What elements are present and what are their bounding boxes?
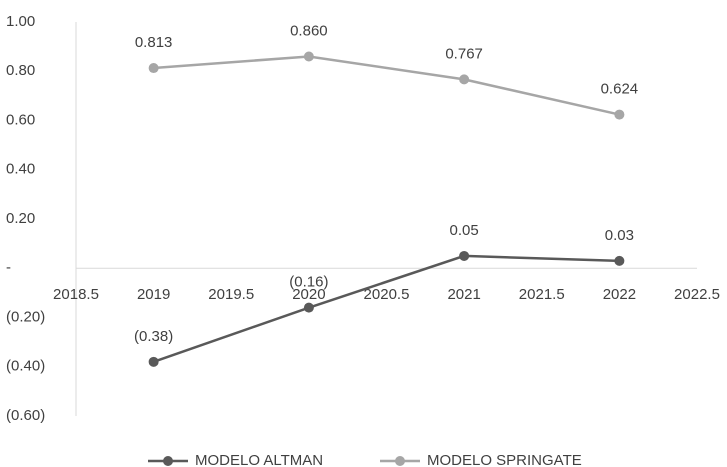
legend-marker xyxy=(395,456,405,466)
data-label: 0.05 xyxy=(450,222,479,239)
point xyxy=(614,255,625,266)
data-label: 0.03 xyxy=(605,227,634,244)
data-label: 0.860 xyxy=(290,22,328,39)
y-tick-label: (0.40) xyxy=(6,358,45,375)
y-tick-label: (0.20) xyxy=(6,308,45,325)
x-tick-label: 2021 xyxy=(447,286,480,303)
x-tick-label: 2018.5 xyxy=(53,286,99,303)
point xyxy=(303,302,314,313)
x-tick-label: 2019 xyxy=(137,286,170,303)
data-label: (0.16) xyxy=(289,274,328,291)
y-tick-label: 1.00 xyxy=(6,13,35,30)
data-label: (0.38) xyxy=(134,328,173,345)
legend-marker xyxy=(163,456,173,466)
point xyxy=(614,109,625,120)
legend-label: MODELO SPRINGATE xyxy=(427,452,582,467)
x-tick-label: 2022.5 xyxy=(674,286,720,303)
y-tick-label: 0.60 xyxy=(6,111,35,128)
y-tick-label: 0.40 xyxy=(6,161,35,178)
x-tick-label: 2021.5 xyxy=(519,286,565,303)
y-tick-label: (0.60) xyxy=(6,407,45,424)
data-label: 0.624 xyxy=(601,81,639,98)
y-tick-label: 0.80 xyxy=(6,62,35,79)
data-label: 0.813 xyxy=(135,34,173,51)
point xyxy=(303,51,314,62)
data-label: 0.767 xyxy=(445,45,483,62)
y-tick-label: 0.20 xyxy=(6,210,35,227)
point xyxy=(148,63,159,74)
point xyxy=(459,250,470,261)
x-tick-label: 2020 xyxy=(292,286,325,303)
x-tick-label: 2020.5 xyxy=(364,286,410,303)
series-line xyxy=(153,55,620,116)
y-tick-label: - xyxy=(6,259,11,276)
series-line xyxy=(153,254,620,364)
x-tick-label: 2019.5 xyxy=(208,286,254,303)
x-tick-label: 2022 xyxy=(603,286,636,303)
point xyxy=(148,356,159,367)
point xyxy=(459,74,470,85)
legend-label: MODELO ALTMAN xyxy=(195,452,323,467)
